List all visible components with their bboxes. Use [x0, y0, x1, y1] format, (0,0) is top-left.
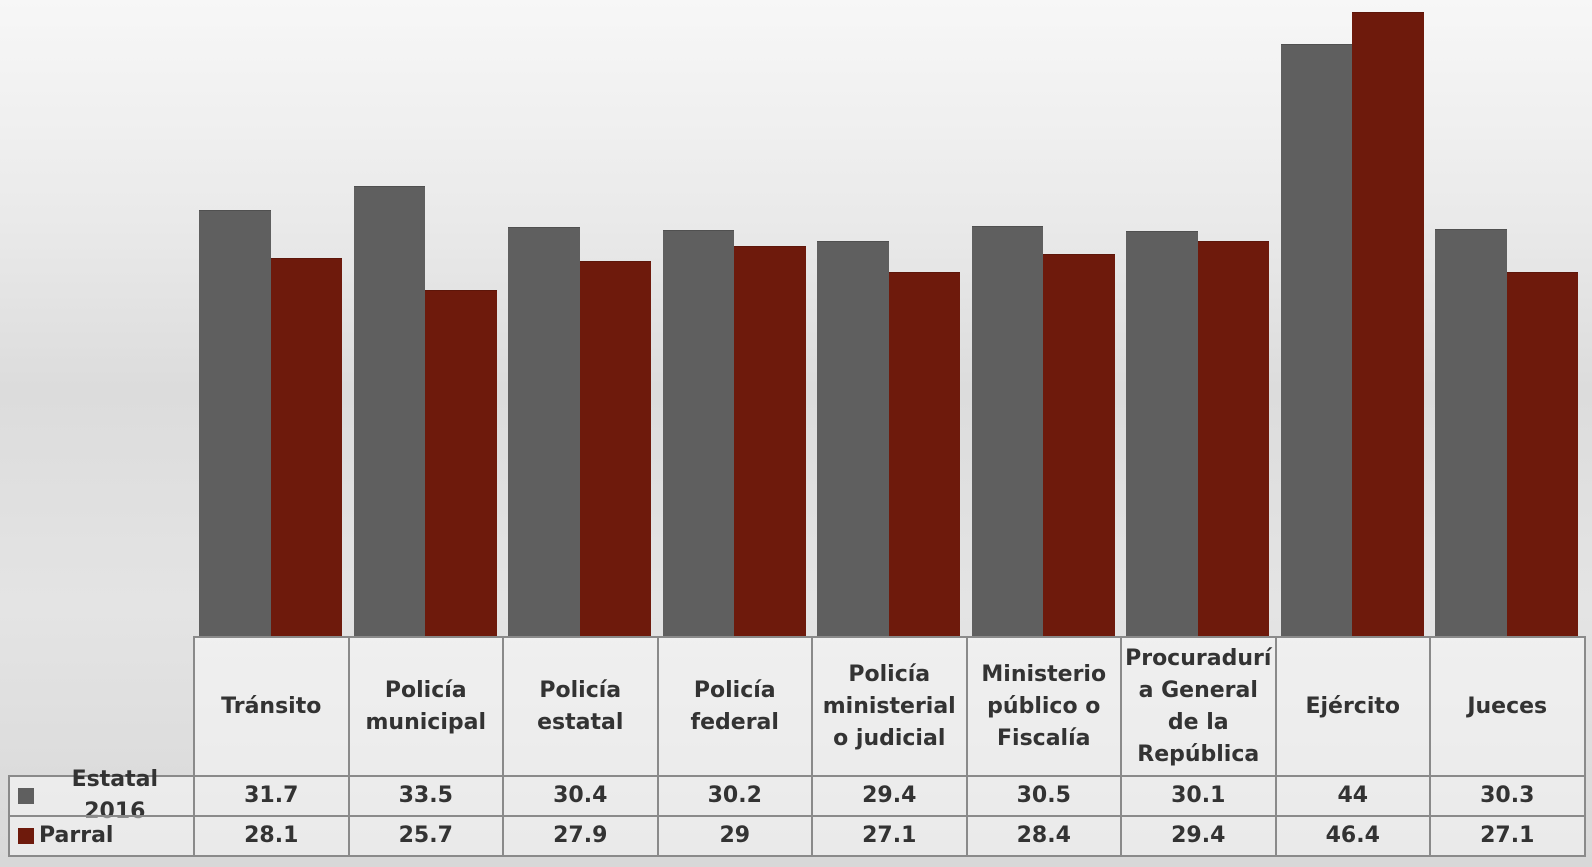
table-value: 25.7	[347, 815, 504, 857]
table-value: 29	[656, 815, 813, 857]
legend-label: Estatal 2016	[71, 767, 159, 824]
category-label: Policía federal	[656, 636, 813, 777]
bar	[817, 240, 889, 636]
bar	[1352, 12, 1424, 636]
category-label: Policía estatal	[502, 636, 659, 777]
legend-label: Parral	[39, 823, 114, 848]
category-label: Jueces	[1429, 636, 1586, 777]
legend-swatch	[18, 788, 34, 804]
table-value: 28.1	[193, 815, 350, 857]
table-value: 29.4	[1120, 815, 1277, 857]
legend-swatch	[18, 828, 34, 844]
table-value: 31.7	[193, 775, 350, 817]
table-value: 27.1	[1429, 815, 1586, 857]
table-value: 27.9	[502, 815, 659, 857]
category-label: Policía municipal	[347, 636, 504, 777]
category-label: Ministerio público o Fiscalía	[965, 636, 1122, 777]
bar	[734, 246, 806, 636]
table-value: 33.5	[347, 775, 504, 817]
table-value: 30.4	[502, 775, 659, 817]
legend-entry: Estatal 2016	[8, 767, 195, 824]
legend-entry: Parral	[8, 815, 195, 857]
category-label: Tránsito	[193, 636, 350, 777]
bar	[1197, 240, 1269, 636]
bar	[425, 290, 497, 636]
table-value: 30.1	[1120, 775, 1277, 817]
bar	[508, 227, 580, 636]
bar	[353, 185, 425, 636]
category-label: Policía ministerial o judicial	[811, 636, 968, 777]
bar	[270, 258, 342, 636]
bar	[1435, 228, 1507, 636]
table-value: 46.4	[1274, 815, 1431, 857]
table-value: 28.4	[965, 815, 1122, 857]
bar	[1043, 254, 1115, 636]
table-value: 30.2	[656, 775, 813, 817]
bar	[1506, 271, 1578, 636]
category-label: Procuraduría General de la República	[1120, 636, 1277, 777]
table-value: 30.3	[1429, 775, 1586, 817]
bar	[888, 271, 960, 636]
bar	[662, 229, 734, 636]
table-value: 29.4	[811, 775, 968, 817]
bar	[199, 209, 271, 636]
table-value: 27.1	[811, 815, 968, 857]
bar	[1280, 44, 1352, 636]
category-label: Ejército	[1274, 636, 1431, 777]
table-value: 30.5	[965, 775, 1122, 817]
bar	[1126, 231, 1198, 636]
bar	[971, 225, 1043, 636]
table-value: 44	[1274, 775, 1431, 817]
bar	[579, 260, 651, 636]
